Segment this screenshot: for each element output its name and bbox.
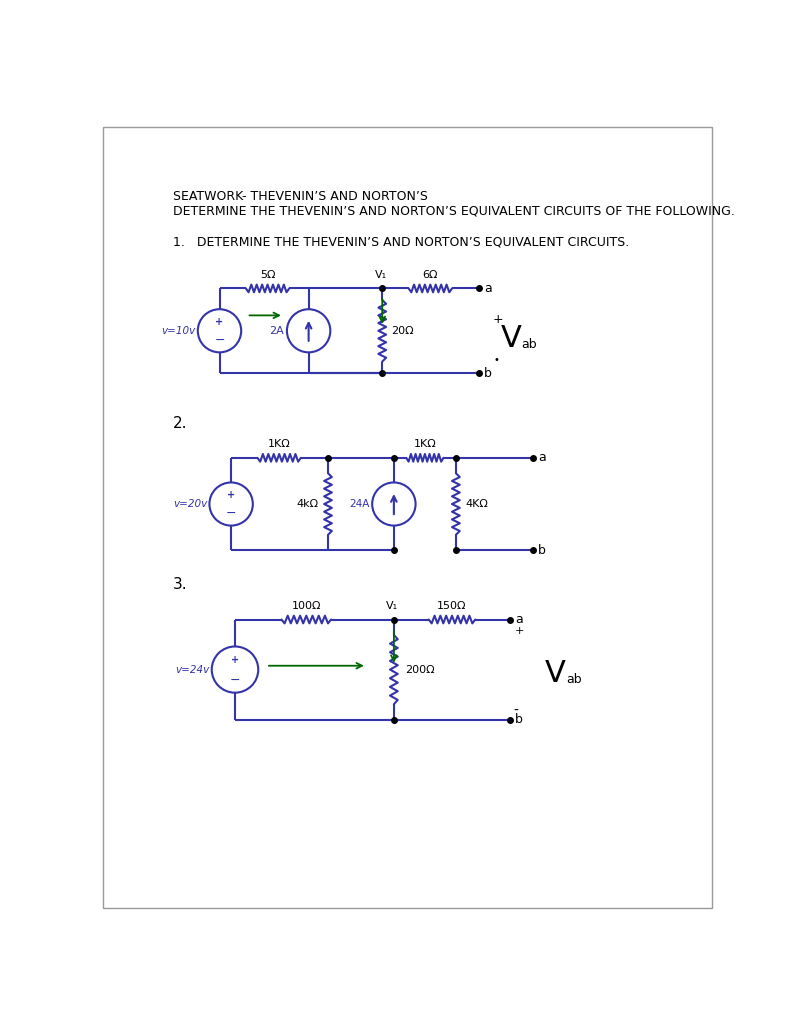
Text: V₁: V₁	[374, 269, 386, 280]
Text: 6Ω: 6Ω	[423, 269, 438, 280]
Text: •: •	[493, 355, 499, 365]
Text: 1KΩ: 1KΩ	[268, 439, 290, 449]
Text: −: −	[214, 334, 225, 347]
Text: a: a	[515, 613, 522, 626]
Text: b: b	[515, 713, 522, 726]
Text: 20Ω: 20Ω	[392, 326, 414, 336]
Text: +: +	[493, 312, 504, 326]
Text: 150Ω: 150Ω	[437, 601, 467, 610]
Text: 100Ω: 100Ω	[292, 601, 321, 610]
Text: SEATWORK- THEVENIN’S AND NORTON’S: SEATWORK- THEVENIN’S AND NORTON’S	[173, 189, 428, 203]
Text: 2.: 2.	[173, 416, 188, 431]
Text: v=20v: v=20v	[173, 499, 207, 509]
Text: v=24v: v=24v	[175, 665, 209, 675]
Text: 2A: 2A	[269, 326, 284, 336]
Text: 4KΩ: 4KΩ	[465, 499, 488, 509]
Text: +: +	[227, 490, 235, 501]
Text: +: +	[215, 317, 223, 327]
Text: 24A: 24A	[350, 499, 370, 509]
Text: 3.: 3.	[173, 578, 188, 592]
Text: -: -	[514, 703, 518, 718]
Text: −: −	[230, 674, 240, 686]
Text: V₁: V₁	[386, 601, 398, 610]
Text: b: b	[538, 544, 546, 557]
Text: −: −	[226, 507, 236, 520]
Text: a: a	[538, 452, 546, 464]
Text: 1.   DETERMINE THE THEVENIN’S AND NORTON’S EQUIVALENT CIRCUITS.: 1. DETERMINE THE THEVENIN’S AND NORTON’S…	[173, 236, 630, 249]
Text: b: b	[484, 367, 491, 380]
FancyBboxPatch shape	[103, 127, 712, 907]
Text: a: a	[484, 282, 491, 295]
Text: v=10v: v=10v	[161, 326, 196, 336]
Text: V: V	[501, 324, 522, 353]
Text: V: V	[545, 658, 566, 688]
Text: DETERMINE THE THEVENIN’S AND NORTON’S EQUIVALENT CIRCUITS OF THE FOLLOWING.: DETERMINE THE THEVENIN’S AND NORTON’S EQ…	[173, 205, 735, 218]
Text: 4kΩ: 4kΩ	[297, 499, 319, 509]
Text: +: +	[231, 655, 239, 666]
Text: ab: ab	[566, 673, 582, 686]
Text: +: +	[515, 626, 524, 636]
Text: 200Ω: 200Ω	[405, 665, 434, 675]
Text: ab: ab	[522, 338, 537, 351]
Text: 1KΩ: 1KΩ	[413, 439, 436, 449]
Text: 5Ω: 5Ω	[260, 269, 275, 280]
